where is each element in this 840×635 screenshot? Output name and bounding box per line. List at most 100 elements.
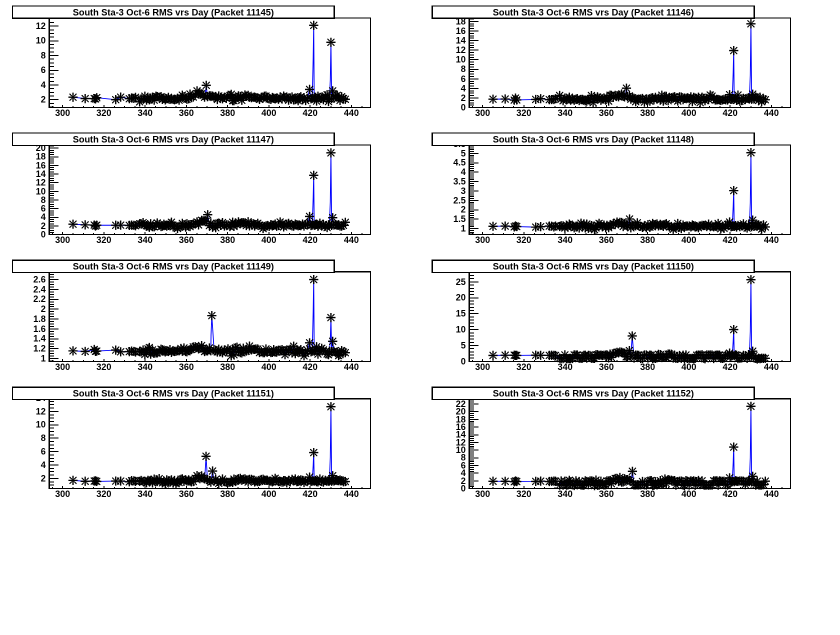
svg-text:1.6: 1.6	[33, 324, 46, 334]
svg-text:12: 12	[36, 406, 46, 416]
svg-text:400: 400	[681, 108, 696, 118]
svg-text:18: 18	[456, 414, 466, 424]
svg-text:4: 4	[41, 460, 46, 470]
svg-text:360: 360	[179, 489, 194, 499]
svg-text:2: 2	[461, 93, 466, 103]
svg-text:420: 420	[303, 108, 318, 118]
svg-text:400: 400	[261, 489, 276, 499]
svg-text:6: 6	[461, 460, 466, 470]
svg-text:2.5: 2.5	[453, 195, 466, 205]
svg-text:380: 380	[640, 108, 655, 118]
svg-text:320: 320	[516, 108, 531, 118]
svg-text:25: 25	[456, 277, 466, 287]
svg-text:10: 10	[36, 420, 46, 430]
svg-text:2.6: 2.6	[33, 274, 46, 284]
svg-text:12: 12	[36, 178, 46, 188]
svg-text:1.5: 1.5	[453, 214, 466, 224]
svg-text:320: 320	[96, 235, 111, 245]
svg-text:6: 6	[41, 65, 46, 75]
svg-text:4: 4	[461, 167, 466, 177]
svg-text:10: 10	[456, 325, 466, 335]
svg-text:2: 2	[461, 476, 466, 486]
svg-text:South Sta-3 Oct-6 RMS vrs Day: South Sta-3 Oct-6 RMS vrs Day (Packet 11…	[73, 262, 274, 272]
svg-text:8: 8	[461, 64, 466, 74]
svg-text:420: 420	[303, 489, 318, 499]
svg-text:16: 16	[456, 422, 466, 432]
svg-text:300: 300	[475, 489, 490, 499]
svg-text:380: 380	[640, 489, 655, 499]
svg-text:8: 8	[41, 195, 46, 205]
svg-text:340: 340	[558, 489, 573, 499]
svg-text:380: 380	[220, 235, 235, 245]
svg-text:2: 2	[41, 304, 46, 314]
svg-text:16: 16	[456, 26, 466, 36]
svg-text:2.2: 2.2	[33, 294, 46, 304]
svg-text:20: 20	[456, 407, 466, 417]
svg-text:3.5: 3.5	[453, 177, 466, 187]
svg-text:14: 14	[456, 430, 466, 440]
svg-text:360: 360	[599, 235, 614, 245]
svg-text:12: 12	[456, 45, 466, 55]
svg-text:440: 440	[764, 235, 779, 245]
svg-text:360: 360	[179, 235, 194, 245]
svg-text:300: 300	[475, 108, 490, 118]
svg-text:6: 6	[41, 204, 46, 214]
svg-text:340: 340	[558, 362, 573, 372]
svg-text:2: 2	[41, 95, 46, 105]
svg-text:South Sta-3 Oct-6 RMS vrs Day: South Sta-3 Oct-6 RMS vrs Day (Packet 11…	[493, 389, 694, 399]
svg-text:360: 360	[599, 489, 614, 499]
svg-text:1.8: 1.8	[33, 314, 46, 324]
svg-text:360: 360	[599, 108, 614, 118]
svg-text:22: 22	[456, 399, 466, 409]
svg-text:20: 20	[36, 143, 46, 153]
svg-text:5: 5	[461, 340, 466, 350]
svg-text:0: 0	[461, 103, 466, 113]
svg-text:380: 380	[640, 235, 655, 245]
svg-text:8: 8	[41, 433, 46, 443]
svg-text:South Sta-3 Oct-6 RMS vrs Day: South Sta-3 Oct-6 RMS vrs Day (Packet 11…	[493, 8, 694, 18]
svg-text:20: 20	[456, 293, 466, 303]
svg-text:300: 300	[475, 235, 490, 245]
svg-text:16: 16	[36, 160, 46, 170]
svg-text:440: 440	[344, 108, 359, 118]
svg-text:10: 10	[456, 445, 466, 455]
svg-text:12: 12	[36, 21, 46, 31]
svg-text:6: 6	[461, 74, 466, 84]
svg-text:14: 14	[456, 35, 466, 45]
svg-text:440: 440	[344, 235, 359, 245]
svg-text:5: 5	[461, 148, 466, 158]
svg-text:400: 400	[261, 108, 276, 118]
svg-text:300: 300	[55, 489, 70, 499]
svg-text:10: 10	[36, 36, 46, 46]
svg-text:300: 300	[475, 362, 490, 372]
svg-text:300: 300	[55, 362, 70, 372]
svg-text:400: 400	[681, 489, 696, 499]
svg-text:18: 18	[456, 16, 466, 26]
svg-text:320: 320	[516, 235, 531, 245]
svg-text:340: 340	[138, 108, 153, 118]
svg-text:2: 2	[41, 473, 46, 483]
svg-text:360: 360	[179, 362, 194, 372]
svg-text:400: 400	[261, 362, 276, 372]
svg-text:4: 4	[461, 83, 466, 93]
svg-text:440: 440	[764, 489, 779, 499]
svg-text:420: 420	[723, 108, 738, 118]
svg-text:South Sta-3 Oct-6 RMS vrs Day: South Sta-3 Oct-6 RMS vrs Day (Packet 11…	[493, 135, 694, 145]
svg-text:2.4: 2.4	[33, 284, 46, 294]
svg-text:1: 1	[41, 354, 46, 364]
svg-text:320: 320	[516, 362, 531, 372]
svg-text:440: 440	[344, 362, 359, 372]
svg-text:South Sta-3 Oct-6 RMS vrs Day: South Sta-3 Oct-6 RMS vrs Day (Packet 11…	[493, 262, 694, 272]
svg-text:420: 420	[723, 489, 738, 499]
svg-text:300: 300	[55, 235, 70, 245]
svg-text:380: 380	[220, 489, 235, 499]
svg-text:340: 340	[558, 108, 573, 118]
svg-text:8: 8	[461, 453, 466, 463]
svg-text:18: 18	[36, 152, 46, 162]
svg-text:10: 10	[456, 55, 466, 65]
svg-text:1.2: 1.2	[33, 344, 46, 354]
svg-text:380: 380	[220, 108, 235, 118]
svg-text:6: 6	[41, 447, 46, 457]
svg-text:400: 400	[261, 235, 276, 245]
svg-text:400: 400	[681, 362, 696, 372]
